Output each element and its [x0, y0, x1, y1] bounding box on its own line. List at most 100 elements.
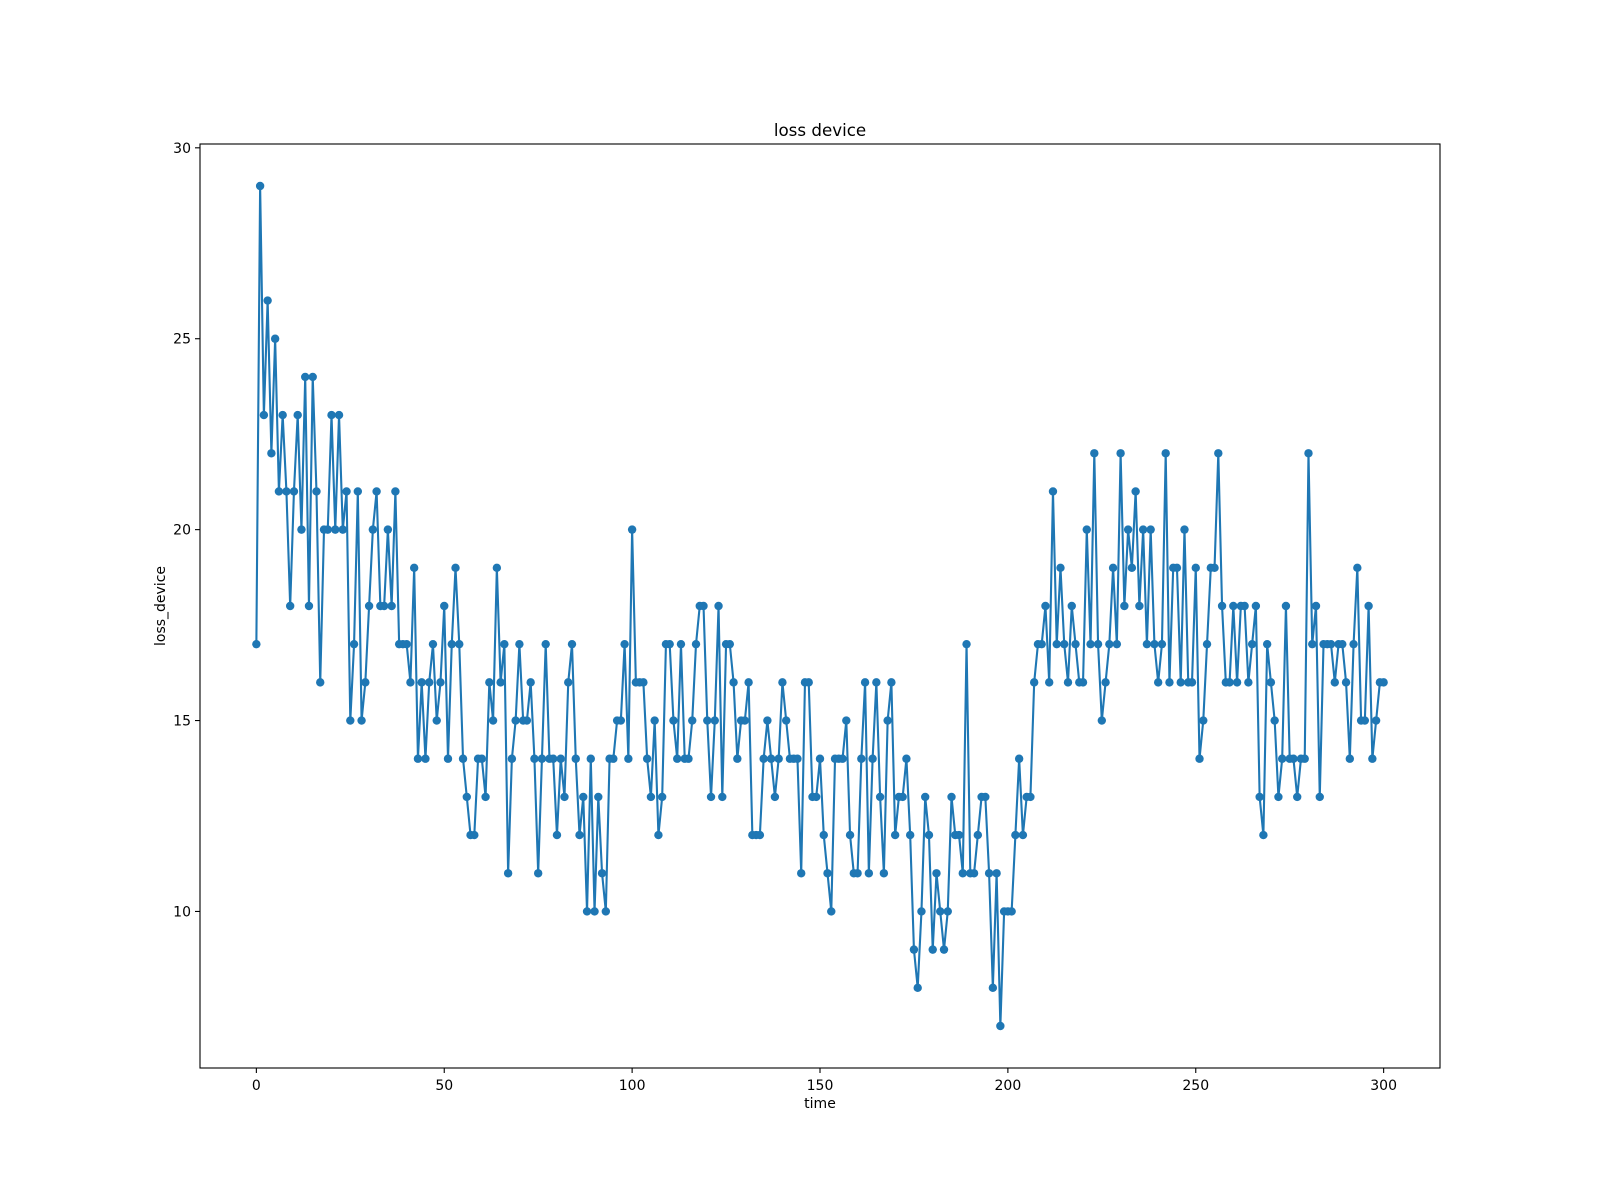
x-tick-label: 300 — [1370, 1078, 1397, 1094]
marker — [706, 792, 716, 802]
marker — [646, 792, 656, 802]
marker — [1135, 601, 1144, 611]
marker — [462, 792, 471, 802]
marker — [1191, 563, 1200, 573]
marker — [733, 754, 742, 763]
marker — [763, 716, 772, 725]
marker — [699, 601, 708, 611]
marker — [1244, 678, 1253, 687]
marker — [297, 525, 306, 534]
marker — [342, 487, 351, 496]
marker — [331, 525, 340, 534]
marker — [887, 678, 896, 687]
marker — [973, 830, 983, 840]
marker — [958, 869, 967, 878]
marker — [1090, 449, 1099, 458]
marker — [703, 716, 712, 725]
marker — [1138, 525, 1148, 534]
marker — [962, 639, 971, 649]
y-tick-label: 10 — [173, 904, 191, 920]
marker — [1379, 678, 1388, 687]
marker — [417, 678, 426, 687]
marker — [492, 563, 502, 573]
marker — [428, 639, 438, 649]
marker — [1078, 678, 1088, 687]
marker — [1251, 601, 1261, 611]
marker — [1240, 601, 1249, 611]
marker — [282, 487, 291, 496]
marker — [1289, 754, 1298, 763]
marker — [432, 716, 441, 725]
marker — [413, 754, 423, 763]
marker — [372, 487, 381, 496]
marker — [1259, 830, 1268, 840]
marker — [327, 410, 336, 420]
chart-title: loss device — [774, 120, 866, 140]
marker — [642, 754, 652, 763]
y-tick-label: 25 — [173, 332, 191, 348]
marker — [391, 487, 400, 496]
marker — [1311, 601, 1321, 611]
marker — [1037, 639, 1046, 649]
marker — [1108, 563, 1118, 573]
marker — [1052, 639, 1061, 649]
marker — [1045, 678, 1054, 687]
marker — [451, 563, 460, 573]
marker — [255, 181, 265, 191]
marker — [1086, 639, 1095, 649]
marker — [597, 869, 607, 878]
marker — [969, 869, 979, 878]
marker — [1345, 754, 1355, 763]
marker — [308, 372, 317, 382]
marker — [1270, 716, 1279, 725]
marker — [425, 678, 434, 687]
marker — [556, 754, 565, 763]
marker — [1105, 639, 1114, 649]
marker — [770, 792, 780, 802]
x-tick-label: 200 — [995, 1078, 1022, 1094]
marker — [755, 830, 765, 840]
marker — [1082, 525, 1091, 534]
marker — [684, 754, 693, 763]
marker — [902, 754, 911, 763]
marker — [1255, 792, 1264, 802]
marker — [1330, 678, 1339, 687]
marker — [879, 869, 889, 878]
marker — [815, 754, 825, 763]
marker — [526, 678, 535, 687]
marker — [1011, 830, 1020, 840]
marker — [883, 716, 892, 725]
marker — [1364, 601, 1373, 611]
x-tick-label: 50 — [435, 1078, 453, 1094]
marker — [1180, 525, 1189, 534]
marker — [522, 716, 532, 725]
marker — [575, 830, 584, 840]
marker — [774, 754, 783, 763]
marker — [1172, 563, 1182, 573]
marker — [1161, 449, 1170, 458]
marker — [1368, 754, 1377, 763]
marker — [564, 678, 573, 687]
marker — [530, 754, 539, 763]
marker — [781, 716, 791, 725]
marker — [406, 678, 415, 687]
marker — [346, 716, 355, 725]
marker — [338, 525, 347, 534]
marker — [823, 869, 832, 878]
marker — [1308, 639, 1317, 649]
marker — [718, 792, 727, 802]
y-tick-label: 30 — [173, 141, 191, 157]
marker — [845, 830, 855, 840]
marker — [992, 869, 1001, 878]
marker — [1217, 601, 1227, 611]
marker — [627, 525, 637, 534]
marker — [1120, 601, 1129, 611]
marker — [1202, 639, 1212, 649]
marker — [864, 869, 874, 878]
marker — [981, 792, 990, 802]
marker — [1097, 716, 1107, 725]
marker — [1014, 754, 1024, 763]
marker — [571, 754, 580, 763]
